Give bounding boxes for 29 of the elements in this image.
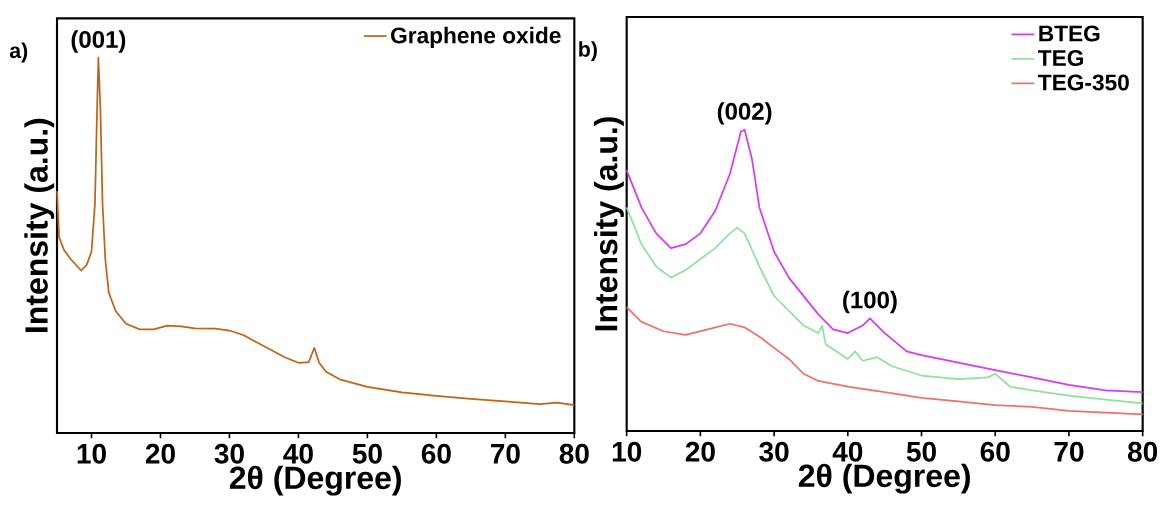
x-tick-label: 40 (832, 441, 863, 462)
x-tick-label: 70 (1054, 441, 1084, 462)
y-axis-title: Intensity (a.u.) (594, 117, 624, 331)
legend-label: TEG (1038, 49, 1084, 67)
x-tick-label: 50 (906, 441, 936, 462)
x-tick-label: 80 (559, 443, 589, 464)
x-tick-label: 60 (421, 443, 451, 464)
x-tick-label: 70 (490, 443, 520, 464)
legend-label: Graphene oxide (391, 26, 561, 48)
x-tick-label: 20 (145, 443, 175, 464)
x-tick-label: 60 (980, 441, 1010, 462)
annotation: (001) (71, 30, 126, 53)
x-tick-label: 80 (1127, 441, 1158, 462)
x-tick-label: 10 (77, 443, 106, 464)
y-axis-title: Intensity (a.u.) (24, 118, 55, 332)
x-tick-label: 20 (685, 441, 715, 462)
text: a) (9, 42, 28, 63)
x-axis-title: 2θ (Degree) (229, 465, 401, 496)
text: b) (579, 41, 597, 62)
x-tick-label: 10 (612, 441, 642, 462)
annotation: (002) (717, 102, 772, 125)
x-axis-title: 2θ (Degree) (798, 463, 970, 494)
annotation: (100) (843, 290, 897, 314)
legend-label: BTEG (1039, 25, 1100, 42)
legend-label: TEG-350 (1038, 74, 1129, 91)
x-tick-label: 40 (283, 443, 313, 464)
x-tick-label: 30 (759, 441, 789, 462)
x-tick-label: 50 (352, 443, 382, 464)
x-tick-label: 30 (214, 443, 244, 464)
